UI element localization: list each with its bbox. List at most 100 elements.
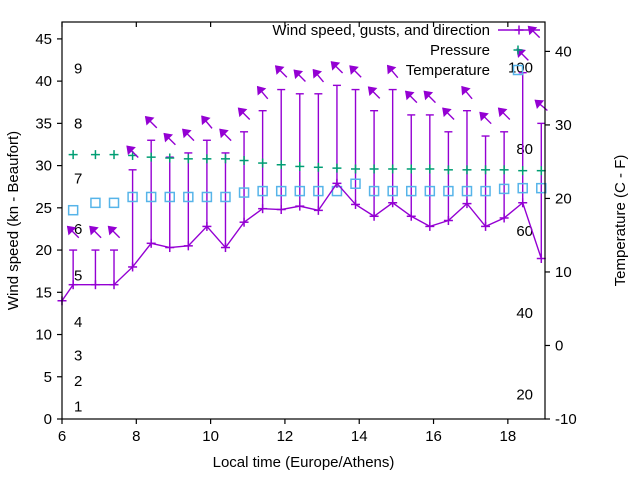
legend-sample-marker: [512, 64, 524, 76]
legend-label: Pressure: [430, 42, 490, 59]
temperature-marker: [517, 182, 528, 194]
y-tick-label: 25: [35, 200, 52, 217]
gust-error-bars: [69, 71, 546, 285]
temperature-marker: [164, 191, 175, 203]
wind-arrow-head: [182, 128, 192, 139]
y2-tick-label: 10: [555, 264, 572, 281]
beaufort-label: 1: [74, 398, 82, 415]
temperature-marker: [350, 178, 361, 189]
x-tick-label: 14: [351, 428, 368, 445]
fahrenheit-label: 60: [516, 223, 533, 240]
temperature-marker: [275, 185, 287, 197]
x-axis-title: Local time (Europe/Athens): [213, 454, 395, 471]
temperature-marker: [183, 191, 194, 203]
y2-axis-ticks: -10 0 10 20 30 40: [545, 43, 577, 428]
wind-arrow-head: [349, 65, 359, 75]
temperature-marker: [238, 187, 250, 198]
wind-speed-series: [57, 178, 546, 306]
wind-arrow-head: [312, 69, 323, 79]
plot-border: [61, 21, 546, 420]
y-tick-label: 20: [35, 242, 52, 259]
plot-frame: [61, 21, 546, 420]
fahrenheit-label: 20: [516, 387, 533, 404]
wind-arrow-head: [144, 115, 155, 126]
wind-arrow-head: [237, 107, 248, 118]
temperature-marker: [294, 185, 306, 197]
y-tick-label: 0: [44, 411, 52, 428]
temperature-marker: [90, 197, 101, 209]
y-tick-label: 15: [35, 284, 52, 301]
y2-tick-label: 0: [555, 337, 563, 354]
wind-arrow-head: [442, 107, 452, 118]
beaufort-label: 4: [74, 314, 82, 331]
x-tick-label: 6: [58, 428, 66, 445]
temperature-marker: [220, 191, 231, 203]
x-axis-ticks: 6 8 10 12 14 16 18: [58, 22, 516, 445]
legend-label: Wind speed, gusts, and direction: [272, 22, 490, 39]
legend: Wind speed, gusts, and direction Pressure…: [272, 22, 541, 79]
temperature-marker: [405, 185, 417, 197]
temperature-marker: [127, 191, 138, 203]
temperature-marker: [108, 197, 120, 209]
beaufort-label: 5: [74, 267, 82, 284]
temperature-marker: [67, 204, 79, 216]
x-tick-label: 16: [425, 428, 442, 445]
temperature-series: [67, 178, 547, 216]
temperature-marker: [368, 185, 380, 197]
wind-arrow-head: [201, 115, 211, 126]
wind-arrow-head: [107, 225, 118, 236]
beaufort-label: 2: [74, 373, 82, 390]
y2-tick-label: 20: [555, 190, 572, 207]
x-tick-label: 18: [500, 428, 517, 445]
y2-tick-label: 40: [555, 43, 572, 60]
x-tick-label: 8: [132, 428, 140, 445]
wind-arrow-head: [274, 65, 285, 75]
temperature-marker: [201, 191, 213, 203]
y-axis-ticks: 0 5 10 15 20 25 30 35 40 45: [35, 31, 62, 428]
fahrenheit-label: 40: [516, 305, 533, 322]
wind-arrow-head: [497, 107, 508, 118]
temperature-marker: [313, 185, 324, 197]
wind-arrow-head: [461, 85, 471, 96]
legend-label: Temperature: [406, 62, 490, 79]
temperature-marker: [480, 185, 491, 197]
beaufort-label: 6: [74, 221, 82, 238]
y-tick-label: 10: [35, 327, 52, 344]
beaufort-scale-labels: 1 2 3 4 5 6 7 8 9: [74, 60, 82, 415]
x-tick-label: 12: [277, 428, 294, 445]
y-tick-label: 5: [44, 369, 52, 386]
wind-arrow-head: [256, 85, 267, 96]
wind-arrow-head: [330, 61, 341, 71]
fahrenheit-label: 80: [516, 141, 533, 158]
temperature-marker: [498, 183, 510, 195]
y2-tick-label: 30: [555, 117, 572, 134]
temperature-marker: [461, 185, 473, 197]
beaufort-label: 7: [74, 170, 82, 187]
wind-arrow-head: [423, 90, 434, 101]
wind-arrow-head: [219, 128, 229, 139]
temperature-marker: [443, 185, 454, 197]
beaufort-label: 9: [74, 60, 82, 77]
wind-arrow-head: [66, 225, 77, 236]
wind-arrow-head: [404, 90, 415, 101]
y-tick-label: 40: [35, 73, 52, 90]
pressure-series: [68, 150, 546, 176]
x-tick-label: 10: [202, 428, 219, 445]
y-tick-label: 30: [35, 158, 52, 175]
temperature-marker: [536, 182, 547, 194]
wind-arrow-head: [386, 64, 397, 75]
y-axis-title: Wind speed (kn - Beaufort): [5, 131, 22, 310]
wind-arrow-head: [479, 111, 489, 122]
wind-arrow-head: [126, 145, 136, 156]
temperature-marker: [145, 191, 157, 203]
wind-arrow-head: [89, 225, 99, 236]
wind-arrow-head: [367, 86, 378, 96]
temperature-marker: [424, 185, 436, 197]
wind-arrow-head: [293, 69, 304, 80]
y2-tick-label: -10: [555, 411, 577, 428]
temperature-marker: [257, 185, 268, 197]
